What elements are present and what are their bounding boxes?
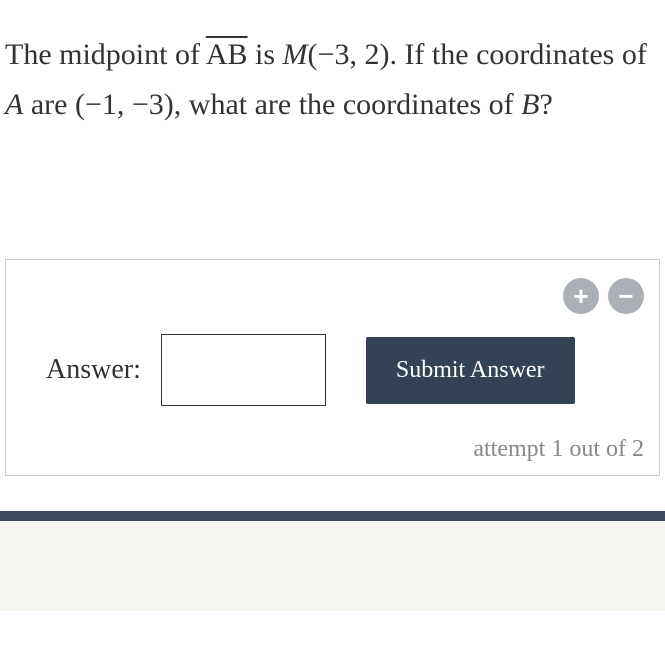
var-b: B (521, 88, 539, 121)
coords-m: (−3, 2) (308, 38, 390, 71)
question-part-1: The midpoint of (5, 38, 206, 71)
attempt-counter: attempt 1 out of 2 (21, 436, 644, 463)
segment-ab: AB (206, 38, 248, 71)
plus-icon[interactable]: + (563, 278, 599, 314)
var-m: M (283, 38, 308, 71)
var-a: A (5, 88, 23, 121)
answer-label: Answer: (46, 354, 141, 386)
question-text: The midpoint of AB is M(−3, 2). If the c… (0, 0, 665, 129)
question-part-2: is (248, 38, 283, 71)
coords-a: (−1, −3) (75, 88, 174, 121)
section-divider (0, 511, 665, 521)
answer-panel: + − Answer: Submit Answer attempt 1 out … (5, 259, 660, 476)
submit-button[interactable]: Submit Answer (366, 337, 575, 404)
minus-icon[interactable]: − (608, 278, 644, 314)
zoom-controls: + − (21, 278, 644, 314)
question-part-6: ? (539, 88, 552, 121)
question-part-5: , what are the coordinates of (174, 88, 521, 121)
question-part-4: are (23, 88, 75, 121)
question-part-3: . If the coordinates of (389, 38, 646, 71)
answer-row: Answer: Submit Answer (21, 334, 644, 406)
footer-area (0, 521, 665, 611)
answer-input[interactable] (161, 334, 326, 406)
